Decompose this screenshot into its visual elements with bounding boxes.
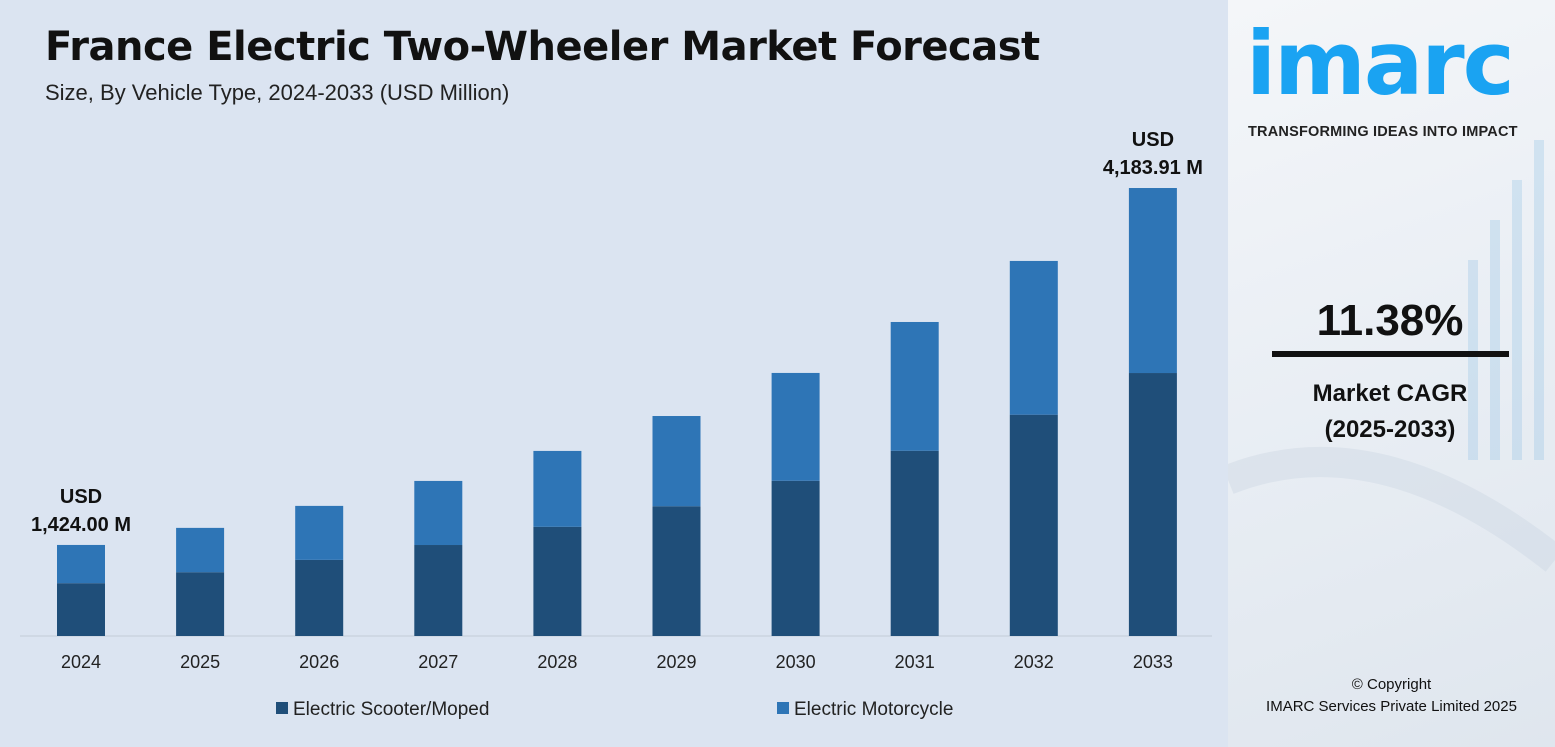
cagr-label-text: Market CAGR — [1312, 380, 1468, 407]
bar-2033-scooter — [1128, 373, 1177, 636]
bar-2027-scooter — [414, 545, 463, 636]
side-panel: imarc TRANSFORMING IDEAS INTO IMPACT 11.… — [1228, 0, 1555, 747]
x-tick-label: 2029 — [656, 652, 696, 672]
bar-2031-motorcycle — [890, 321, 939, 451]
bar-2025-motorcycle — [176, 527, 225, 573]
cagr-value: 11.38% — [1316, 296, 1464, 345]
bar-2024-motorcycle — [57, 544, 105, 584]
legend-swatch — [777, 702, 789, 714]
x-tick-label: 2030 — [776, 652, 816, 672]
x-tick-label: 2028 — [537, 652, 577, 672]
data-label-value: 4,183.91 M — [1103, 157, 1203, 179]
cagr-period: (2025-2033) — [1324, 416, 1456, 443]
chart-title: France Electric Two-Wheeler Market Forec… — [45, 24, 1040, 70]
company-name: IMARC Services Private Limited 2025 — [1266, 698, 1517, 715]
bar-2032-motorcycle — [1009, 260, 1058, 415]
background-decoration — [1228, 140, 1555, 572]
legend-label: Electric Motorcycle — [794, 699, 953, 720]
bar-2026-scooter — [295, 559, 344, 636]
x-tick-label: 2025 — [180, 652, 220, 672]
bar-2033-motorcycle — [1128, 188, 1177, 374]
bar-2032-scooter — [1009, 414, 1058, 636]
x-tick-label: 2027 — [418, 652, 458, 672]
chart-panel: France Electric Two-Wheeler Market Forec… — [0, 0, 1228, 747]
bar-2024-scooter — [57, 583, 105, 636]
legend-label: Electric Scooter/Moped — [293, 699, 489, 720]
bar-2029-motorcycle — [652, 416, 701, 507]
copyright: © Copyright — [1351, 676, 1432, 693]
legend-swatch — [276, 702, 288, 714]
bar-2025-scooter — [176, 572, 225, 636]
bar-2030-motorcycle — [771, 372, 820, 481]
logo-tagline: TRANSFORMING IDEAS INTO IMPACT — [1248, 124, 1518, 140]
x-tick-label: 2031 — [895, 652, 935, 672]
x-tick-label: 2026 — [299, 652, 339, 672]
data-label-unit: USD — [60, 486, 102, 508]
x-tick-label: 2024 — [61, 652, 101, 672]
cagr-divider — [1272, 351, 1509, 357]
bar-2029-scooter — [652, 506, 701, 636]
bar-2028-motorcycle — [533, 450, 582, 527]
bar-2030-scooter — [771, 480, 820, 636]
bar-2028-scooter — [533, 526, 582, 636]
x-tick-label: 2033 — [1133, 652, 1173, 672]
imarc-logo: imarc — [1246, 12, 1515, 115]
bar-2031-scooter — [890, 450, 939, 636]
bar-2027-motorcycle — [414, 480, 463, 546]
bar-chart: 2024 USD 1,424.00 M 2025 2026 2027 2028 2029 203… — [20, 129, 1212, 720]
chart-subtitle: Size, By Vehicle Type, 2024-2033 (USD Mi… — [45, 80, 510, 105]
data-label-value: 1,424.00 M — [31, 514, 131, 536]
cagr-label: Market CAGR (2025-2033) — [1272, 376, 1508, 448]
bar-2026-motorcycle — [295, 505, 344, 560]
x-tick-label: 2032 — [1014, 652, 1054, 672]
data-label-unit: USD — [1132, 129, 1174, 151]
